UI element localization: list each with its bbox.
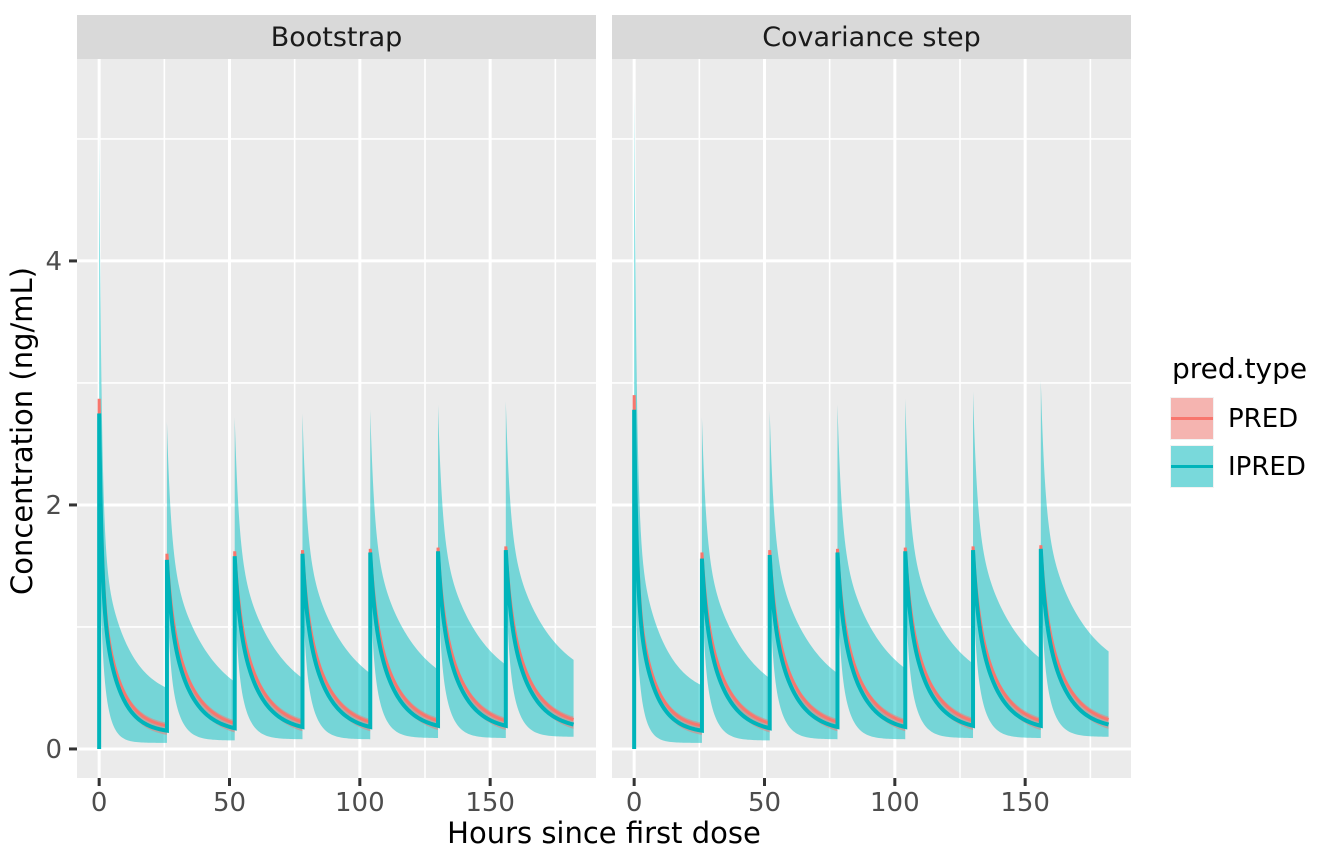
x-axis-title: Hours since first dose <box>447 816 761 850</box>
x-tick-label: 50 <box>213 788 246 818</box>
ipred-ribbon <box>634 90 1109 749</box>
y-axis: 0 2 4 <box>45 247 77 765</box>
x-tick-label: 100 <box>335 788 385 818</box>
grid-minor <box>77 59 596 778</box>
panel-covariance-step <box>612 59 1131 778</box>
legend-title: pred.type <box>1172 352 1308 385</box>
x-tick-label: 0 <box>626 788 643 818</box>
legend-entry-pred: PRED <box>1170 397 1344 440</box>
facet-strip-bootstrap: Bootstrap <box>77 15 596 59</box>
ipred-median-line <box>632 409 1110 749</box>
pred-ribbon-swatch <box>1170 397 1214 440</box>
ipred-line-swatch <box>1171 464 1213 468</box>
ipred-ribbon <box>99 132 574 749</box>
legend: pred.type PRED IPRED <box>1170 352 1344 493</box>
y-tick-label: 0 <box>45 735 62 765</box>
x-tick-label: 50 <box>748 788 781 818</box>
x-axis: 0 50 100 150 <box>626 778 1050 818</box>
legend-label-pred: PRED <box>1228 403 1299 434</box>
x-axis: 0 50 100 150 <box>91 778 515 818</box>
legend-label-ipred: IPRED <box>1228 451 1306 482</box>
x-tick-label: 150 <box>465 788 515 818</box>
ipred-ribbon-swatch <box>1170 445 1214 488</box>
pred-line-swatch <box>1171 416 1213 420</box>
panel-data <box>97 132 575 749</box>
y-tick-label: 2 <box>45 491 62 521</box>
legend-entry-ipred: IPRED <box>1170 445 1344 488</box>
x-tick-label: 150 <box>1000 788 1050 818</box>
y-tick-label: 4 <box>45 247 62 277</box>
facet-strip-label: Bootstrap <box>270 21 403 53</box>
panel-data <box>632 90 1110 749</box>
ipred-median-line <box>97 413 575 749</box>
y-axis-title: Concentration (ng/mL) <box>5 267 39 595</box>
facet-strip-covariance-step: Covariance step <box>612 15 1131 59</box>
x-tick-label: 0 <box>91 788 108 818</box>
facet-strip-label: Covariance step <box>762 21 981 53</box>
x-tick-label: 100 <box>870 788 920 818</box>
panel-bootstrap <box>77 59 596 778</box>
